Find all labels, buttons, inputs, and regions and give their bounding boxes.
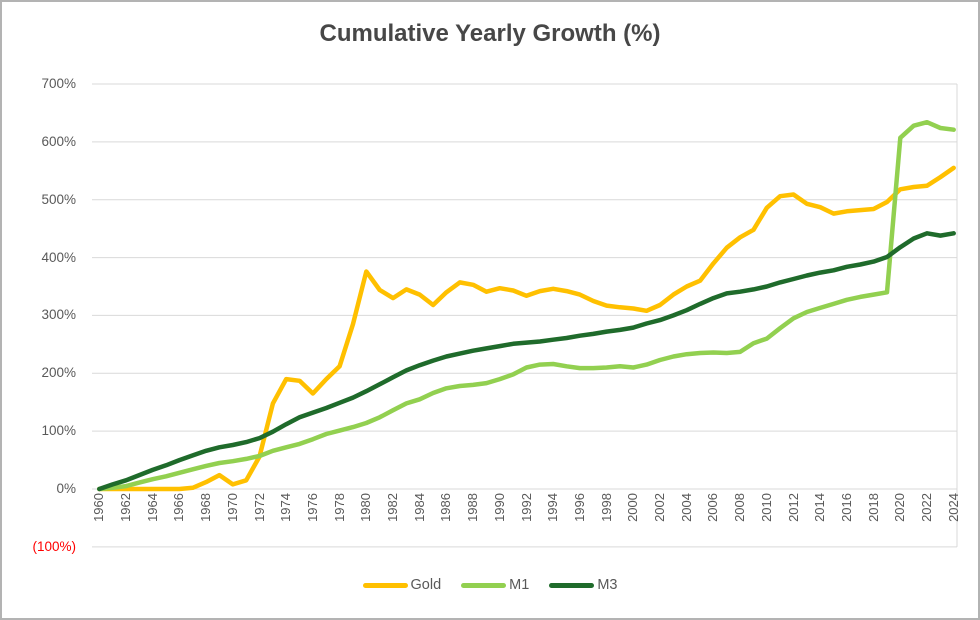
legend-item-gold: Gold: [362, 577, 442, 593]
x-axis-label: 1972: [251, 493, 267, 522]
x-axis-label: 1998: [598, 493, 614, 522]
x-axis-label: 2014: [812, 493, 828, 522]
x-axis-label: 2012: [785, 493, 801, 522]
x-axis-label: 2016: [838, 493, 854, 522]
chart-title: Cumulative Yearly Growth (%): [319, 20, 661, 47]
x-axis-label: 1978: [331, 493, 347, 522]
y-axis-label: 600%: [41, 133, 76, 149]
y-axis-label: 200%: [41, 365, 76, 381]
y-axis-label: 500%: [41, 191, 76, 207]
x-axis-label: 1980: [358, 493, 374, 522]
x-axis-label: 1974: [278, 493, 294, 522]
series-line-m3: [97, 231, 956, 492]
x-axis-label: 2002: [652, 493, 667, 522]
x-axis-label: 2006: [705, 493, 721, 522]
x-axis-label: 1982: [385, 493, 400, 522]
y-axis-label: 400%: [41, 249, 76, 265]
legend-label: M3: [597, 577, 618, 593]
x-axis-label: 1968: [198, 493, 214, 522]
y-axis-label: 0%: [56, 481, 76, 496]
chart-legend: Gold M1 M3: [2, 572, 978, 598]
x-axis-label: 1984: [411, 493, 427, 522]
legend-swatch-m3: [549, 582, 595, 588]
series-line-gold: [97, 165, 956, 492]
y-axis-label: 300%: [41, 307, 76, 323]
x-axis-label: 2000: [625, 493, 641, 522]
x-axis-label: 1976: [304, 493, 320, 522]
x-axis-label: 1986: [438, 493, 454, 522]
x-axis-label: 2022: [919, 493, 934, 522]
x-axis-label: 2004: [678, 493, 694, 522]
y-axis-label: 100%: [41, 423, 76, 439]
legend-item-m3: M3: [549, 577, 617, 593]
y-axis-label: (100%): [32, 538, 76, 554]
y-axis-label: 700%: [41, 76, 76, 91]
legend-swatch-gold: [362, 582, 408, 588]
legend-label: M1: [509, 577, 530, 593]
legend-item-m1: M1: [461, 577, 529, 593]
x-axis-label: 1970: [224, 493, 240, 522]
x-axis-label: 1988: [465, 493, 481, 522]
x-axis-label: 2020: [892, 493, 908, 522]
series-line-m1: [97, 119, 956, 492]
x-axis-label: 1966: [171, 493, 187, 522]
legend-label: Gold: [410, 577, 442, 593]
x-axis-label: 2018: [865, 493, 881, 522]
legend-swatch-m1: [461, 582, 507, 588]
x-axis-label: 1992: [518, 493, 534, 522]
x-axis-label: 1960: [91, 493, 107, 522]
x-axis-label: 2010: [758, 493, 774, 522]
x-axis-label: 1962: [118, 493, 133, 522]
x-axis-label: 2024: [945, 493, 961, 522]
x-axis-label: 1996: [571, 493, 587, 522]
x-axis-label: 2008: [732, 493, 748, 522]
x-axis-label: 1994: [545, 493, 561, 522]
x-axis-label: 1990: [491, 493, 507, 522]
x-axis-label: 1964: [144, 493, 160, 522]
